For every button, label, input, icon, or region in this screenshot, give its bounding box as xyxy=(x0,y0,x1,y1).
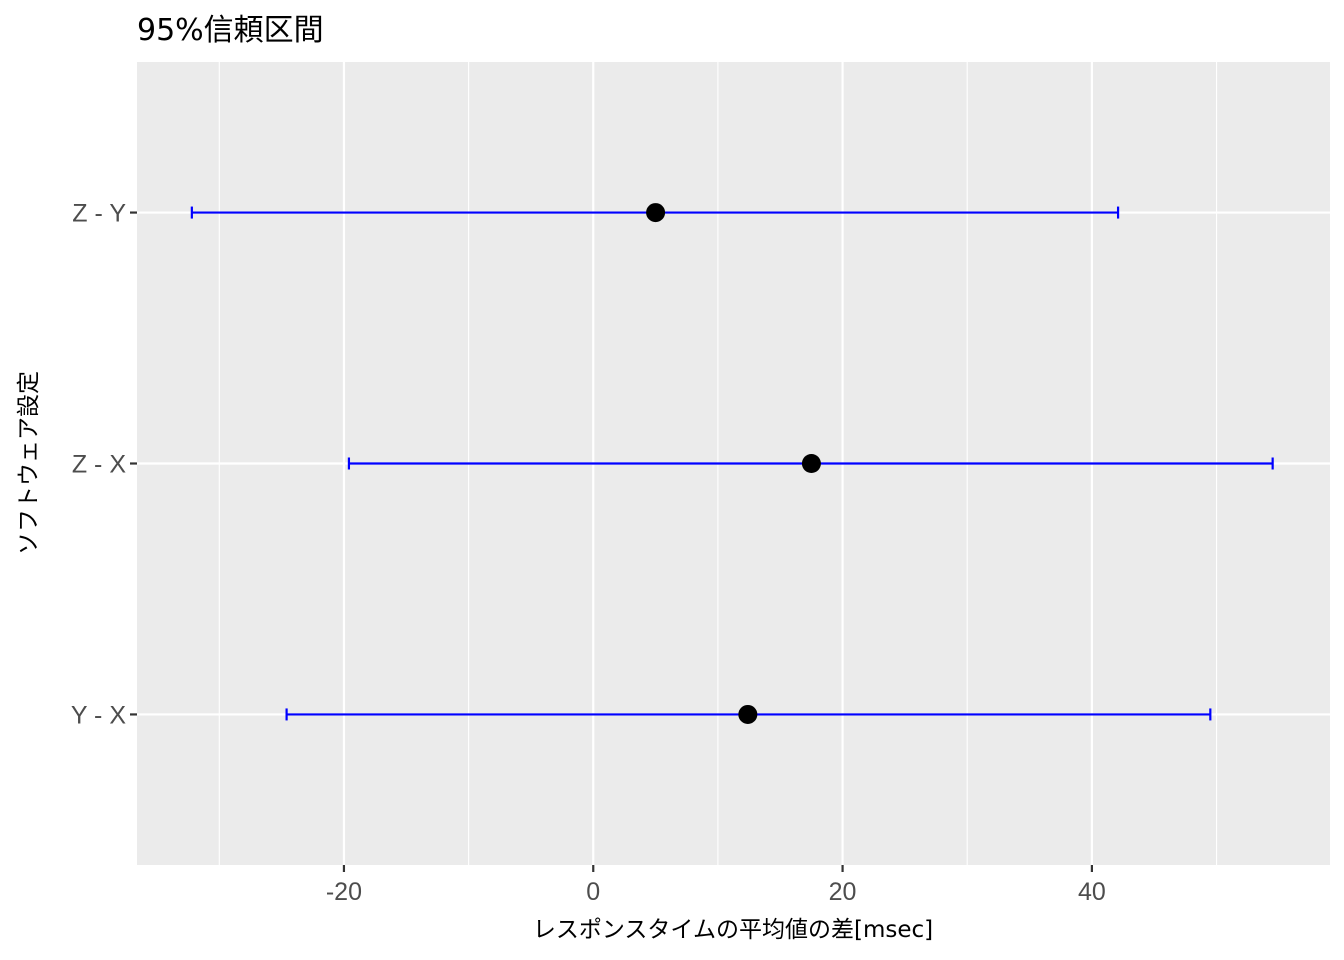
x-tick-label: 40 xyxy=(1078,878,1106,906)
y-tick-label: Z - Y xyxy=(72,200,126,228)
y-axis: Y - X Z - X Z - Y xyxy=(71,200,137,729)
estimate-point xyxy=(801,454,821,473)
x-tick-label: 20 xyxy=(829,878,857,906)
x-axis: -20 0 20 40 xyxy=(326,865,1106,906)
y-tick-label: Z - X xyxy=(72,451,126,479)
x-tick-label: -20 xyxy=(326,878,362,906)
chart-title: 95%信頼区間 xyxy=(137,13,324,48)
estimate-points xyxy=(646,203,821,724)
y-tick-label: Y - X xyxy=(71,701,126,729)
y-axis-title: ソフトウェア設定 xyxy=(16,371,42,555)
x-tick-label: 0 xyxy=(586,878,600,906)
x-axis-title: レスポンスタイムの平均値の差[msec] xyxy=(533,917,933,943)
estimate-point xyxy=(738,704,758,724)
estimate-point xyxy=(646,203,666,223)
